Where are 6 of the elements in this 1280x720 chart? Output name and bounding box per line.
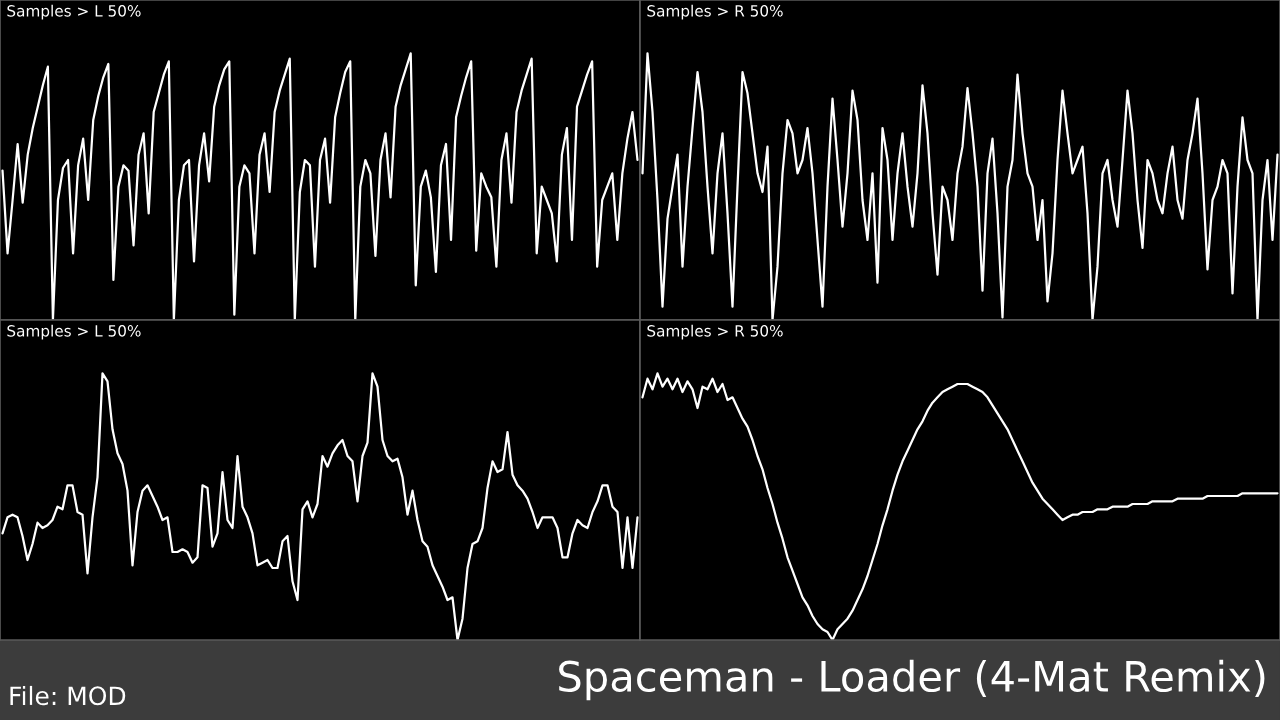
chart-title: Samples > R 50% [647,324,783,340]
chart-title: Samples > R 50% [647,4,783,20]
chart-title: Samples > L 50% [7,4,141,20]
text: File: MOD [10,685,126,706]
text: Spaceman - Loader (4-Mat Remix) [559,659,1265,701]
chart-title: Samples > L 50% [7,324,141,340]
